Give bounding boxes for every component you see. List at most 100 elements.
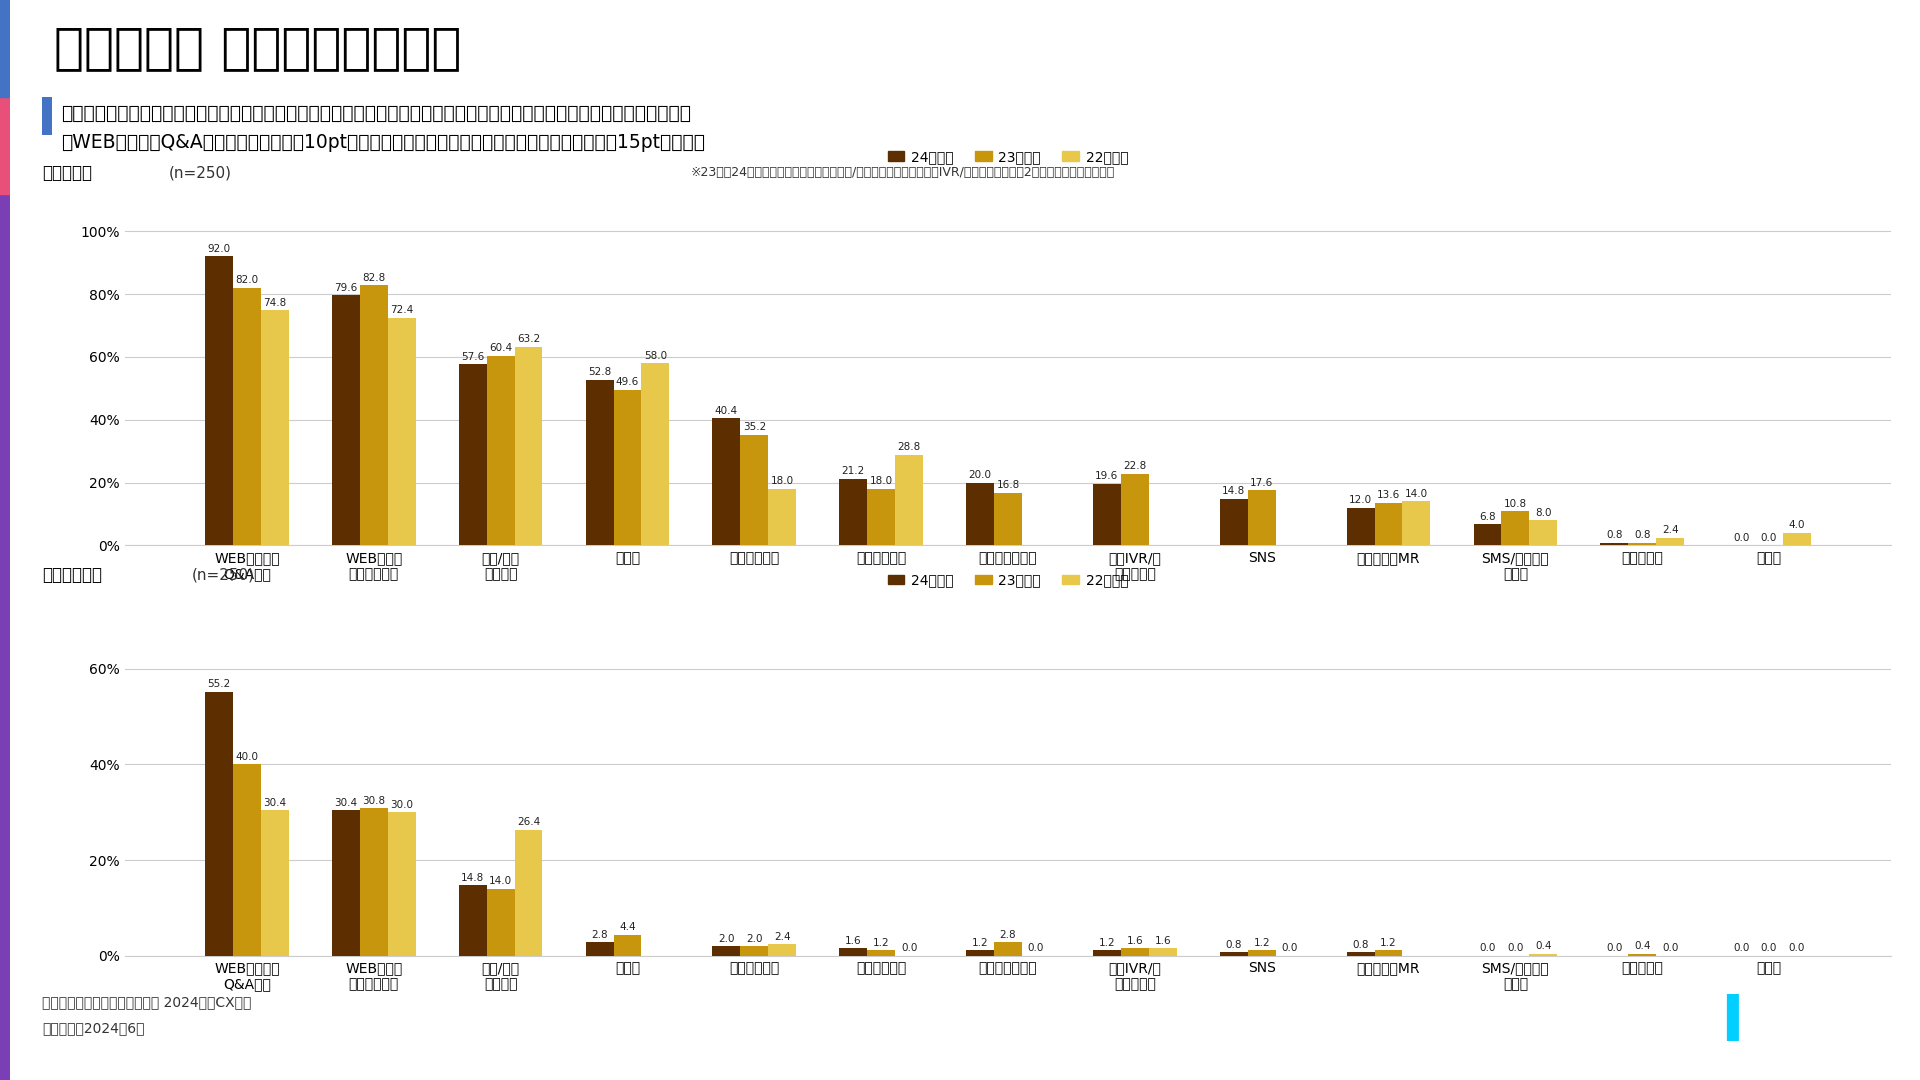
Bar: [895, 455, 924, 545]
Bar: [614, 390, 641, 545]
Text: 52.8: 52.8: [588, 367, 611, 377]
Text: 「WEBサイトのQ&A閲覧」は前年から約10pt上がっており、最も多く利用しているチャネルでも約15ptの上昇。: 「WEBサイトのQ&A閲覧」は前年から約10pt上がっており、最も多く利用してい…: [61, 133, 705, 152]
Bar: [388, 318, 415, 545]
Text: 0.8: 0.8: [1634, 530, 1651, 540]
Text: 30.8: 30.8: [363, 796, 386, 806]
Bar: [1628, 954, 1657, 956]
Bar: [388, 812, 415, 956]
Bar: [641, 363, 670, 545]
Text: 1.2: 1.2: [1380, 937, 1398, 947]
Text: 2.8: 2.8: [1000, 930, 1016, 940]
Text: 20.0: 20.0: [968, 470, 991, 480]
Text: 0.0: 0.0: [1761, 944, 1778, 954]
Text: 1.6: 1.6: [1154, 935, 1171, 946]
Text: 0.8: 0.8: [1352, 940, 1369, 949]
Text: 74.8: 74.8: [263, 298, 286, 308]
Bar: [459, 885, 486, 956]
Text: 0.8: 0.8: [1225, 940, 1242, 949]
Text: 2.8: 2.8: [591, 930, 609, 940]
Text: 1.6: 1.6: [845, 935, 862, 946]
Text: 0.0: 0.0: [1607, 944, 1622, 954]
Text: 28.8: 28.8: [897, 443, 922, 453]
Bar: [839, 478, 868, 545]
Text: I: I: [1720, 993, 1743, 1054]
Bar: [1248, 490, 1275, 545]
Text: 2.4: 2.4: [1663, 525, 1678, 536]
Text: 4.4: 4.4: [618, 922, 636, 932]
Text: 10.8: 10.8: [1503, 499, 1526, 509]
Text: 12.0: 12.0: [1350, 496, 1373, 505]
Text: 1.2: 1.2: [1098, 937, 1116, 947]
Bar: [359, 285, 388, 545]
Text: 2.4: 2.4: [774, 932, 791, 942]
Bar: [868, 489, 895, 545]
Text: 14.8: 14.8: [461, 873, 484, 882]
Text: 40.0: 40.0: [236, 752, 259, 762]
Bar: [1473, 524, 1501, 545]
Text: 16.8: 16.8: [996, 481, 1020, 490]
Bar: [1346, 508, 1375, 545]
Legend: 24年調査, 23年調査, 22年調査: 24年調査, 23年調査, 22年調査: [883, 145, 1133, 170]
Text: 【全利用】: 【全利用】: [42, 164, 92, 181]
Text: 出典：ナイスジャパン株式会社 2024年度CX調査: 出典：ナイスジャパン株式会社 2024年度CX調査: [42, 996, 252, 1009]
Bar: [486, 889, 515, 956]
Bar: [1248, 950, 1275, 956]
Text: 0.0: 0.0: [1761, 532, 1778, 543]
Text: 0.8: 0.8: [1605, 530, 1622, 540]
Legend: 24年調査, 23年調査, 22年調査: 24年調査, 23年調査, 22年調査: [883, 568, 1133, 593]
Bar: [1092, 484, 1121, 545]
Bar: [741, 946, 768, 956]
Bar: [332, 295, 359, 545]
Text: 8.0: 8.0: [1534, 508, 1551, 517]
Text: 92.0: 92.0: [207, 244, 230, 254]
Text: 調査時期：2024年6月: 調査時期：2024年6月: [42, 1022, 144, 1035]
Text: 26.4: 26.4: [516, 818, 540, 827]
Bar: [1402, 501, 1430, 545]
Text: 0.0: 0.0: [1281, 944, 1298, 954]
Text: 0.4: 0.4: [1534, 942, 1551, 951]
Bar: [839, 948, 868, 956]
Text: 0.0: 0.0: [1507, 944, 1524, 954]
Bar: [741, 435, 768, 545]
Bar: [1148, 948, 1177, 956]
Bar: [1657, 538, 1684, 545]
Text: 1.2: 1.2: [874, 937, 889, 947]
Text: 58.0: 58.0: [643, 351, 666, 361]
Text: 0.4: 0.4: [1634, 942, 1651, 951]
Bar: [995, 943, 1021, 956]
Text: C: C: [1774, 993, 1820, 1054]
Text: 【最多利用】: 【最多利用】: [42, 566, 102, 583]
Bar: [1219, 499, 1248, 545]
Text: 17.6: 17.6: [1250, 477, 1273, 487]
Bar: [586, 379, 614, 545]
Text: 49.6: 49.6: [616, 377, 639, 387]
Text: 6.8: 6.8: [1478, 512, 1496, 522]
Text: 72.4: 72.4: [390, 306, 413, 315]
Bar: [966, 483, 995, 545]
Bar: [768, 944, 797, 956]
Text: 4.0: 4.0: [1789, 521, 1805, 530]
Bar: [768, 489, 797, 545]
Text: 82.8: 82.8: [363, 273, 386, 283]
Bar: [359, 809, 388, 956]
Bar: [1375, 502, 1402, 545]
Text: 79.6: 79.6: [334, 283, 357, 293]
Text: 82.0: 82.0: [236, 275, 259, 285]
Bar: [1784, 532, 1811, 545]
Bar: [1121, 474, 1148, 545]
Text: 19.6: 19.6: [1094, 471, 1119, 482]
Text: 18.0: 18.0: [770, 476, 793, 486]
Bar: [515, 829, 543, 956]
Text: (n=250): (n=250): [192, 567, 255, 582]
Text: 0.0: 0.0: [1734, 944, 1749, 954]
Bar: [232, 765, 261, 956]
Bar: [1092, 950, 1121, 956]
Bar: [261, 810, 288, 956]
Bar: [1219, 951, 1248, 956]
Bar: [0, 0, 10, 97]
Text: 2.0: 2.0: [747, 934, 762, 944]
Bar: [332, 810, 359, 956]
Text: 0.0: 0.0: [1734, 532, 1749, 543]
Text: (n=250): (n=250): [169, 165, 232, 180]
Text: 30.4: 30.4: [263, 798, 286, 808]
